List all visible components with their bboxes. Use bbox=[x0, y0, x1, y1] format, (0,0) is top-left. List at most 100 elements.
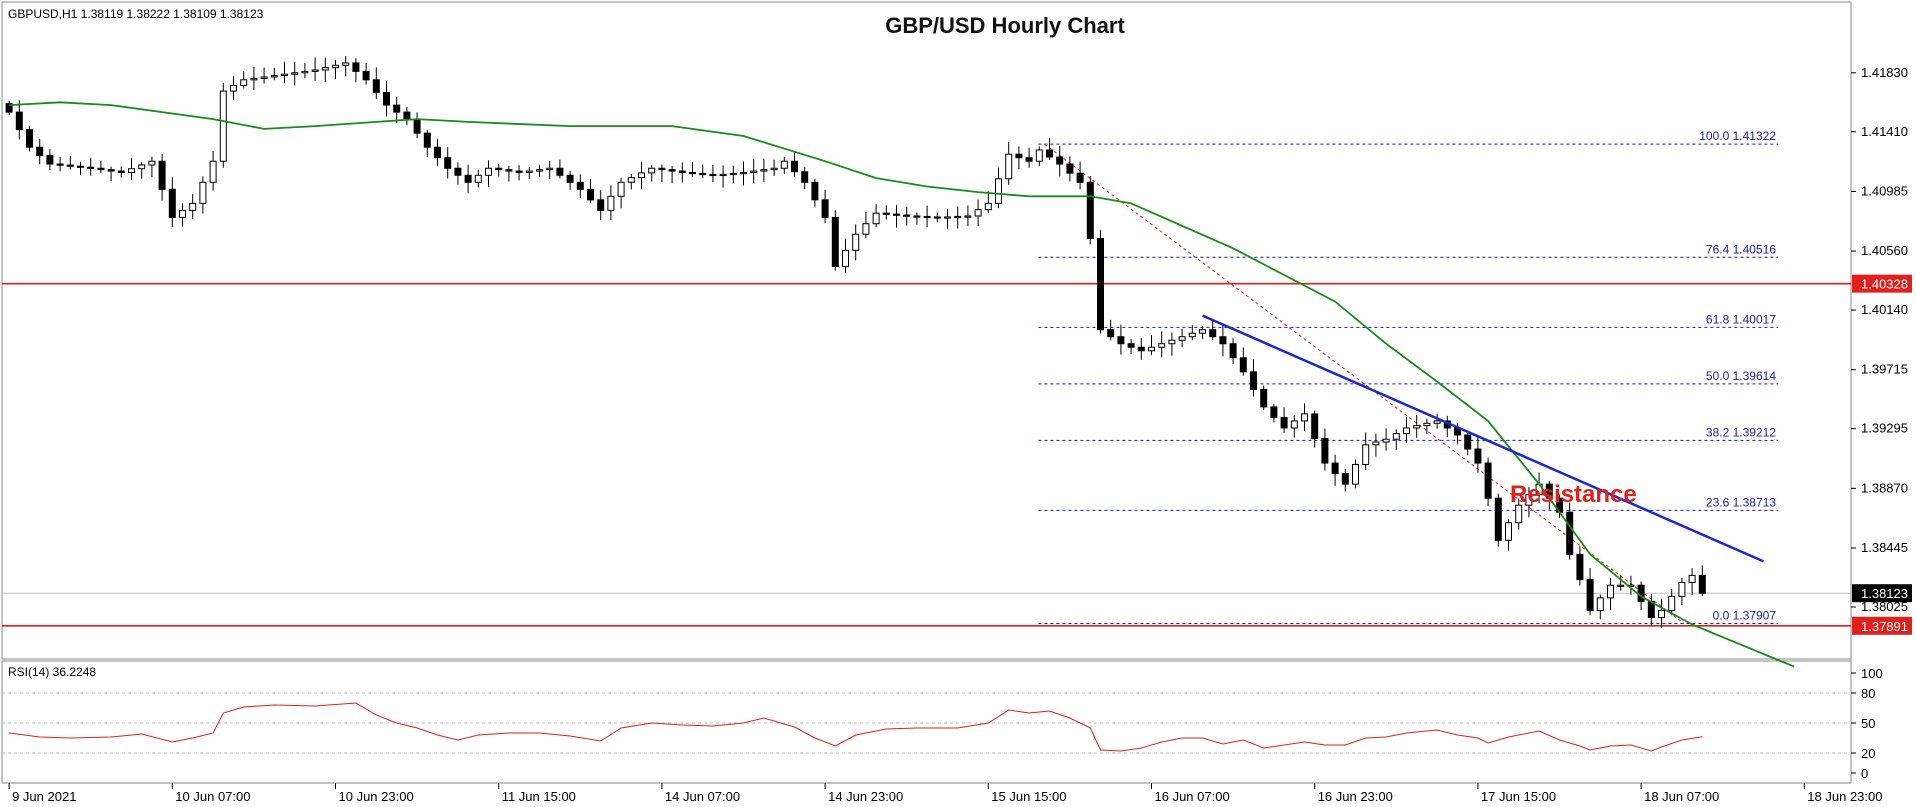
candle-bull bbox=[750, 170, 758, 173]
candle-bull bbox=[1382, 438, 1390, 443]
candle-bull bbox=[1035, 149, 1043, 162]
candle-bear bbox=[1464, 434, 1472, 450]
candle-bull bbox=[1158, 343, 1166, 348]
candle-bull bbox=[1392, 433, 1400, 440]
candle-bull bbox=[332, 64, 339, 69]
candle-bull bbox=[862, 223, 870, 235]
candle-bull bbox=[607, 195, 615, 211]
candle-bear bbox=[668, 169, 676, 172]
candle-bear bbox=[933, 216, 941, 219]
candle-bear bbox=[658, 167, 666, 171]
candle-bear bbox=[1260, 388, 1268, 408]
candle-bear bbox=[362, 70, 370, 81]
candle-bull bbox=[760, 169, 768, 172]
candle-bear bbox=[454, 167, 462, 176]
candle-bull bbox=[780, 160, 788, 169]
price-tick-label: 1.38870 bbox=[1861, 480, 1908, 495]
moving-average-line bbox=[9, 101, 1795, 668]
rsi-tick-label: 0 bbox=[1861, 766, 1868, 781]
candle-bear bbox=[1097, 237, 1104, 331]
candle-bear bbox=[1076, 172, 1084, 183]
candle-bull bbox=[138, 164, 146, 170]
candle-bear bbox=[444, 157, 452, 169]
candle-bear bbox=[587, 188, 594, 201]
candle-bull bbox=[342, 62, 350, 66]
price-tags: 1.40328 1.37891 1.38123 bbox=[1852, 274, 1912, 635]
candle-bear bbox=[87, 166, 95, 169]
candle-bear bbox=[689, 171, 696, 175]
candle-bear bbox=[1494, 497, 1502, 541]
candle-bull bbox=[485, 167, 492, 176]
candle-bull bbox=[1515, 504, 1523, 524]
candle-bear bbox=[372, 79, 380, 93]
candle-bear bbox=[1698, 574, 1706, 594]
candle-bear bbox=[1311, 413, 1319, 440]
candle-bear bbox=[882, 212, 890, 215]
candle-bull bbox=[536, 169, 543, 172]
time-tick-label: 15 Jun 15:00 bbox=[991, 789, 1066, 804]
candle-bear bbox=[1637, 584, 1645, 602]
candle-bear bbox=[413, 118, 421, 134]
rsi-axis-ticks: 100 80 50 20 0 bbox=[1851, 666, 1883, 781]
candle-bull bbox=[1005, 153, 1013, 180]
candle-bear bbox=[1137, 346, 1145, 352]
price-tag-label: 1.40328 bbox=[1861, 277, 1908, 292]
candle-bear bbox=[56, 163, 64, 166]
price-tick-label: 1.40140 bbox=[1861, 302, 1908, 317]
candle-bear bbox=[393, 104, 401, 113]
candle-bear bbox=[1586, 579, 1594, 611]
time-tick-label: 14 Jun 23:00 bbox=[828, 789, 903, 804]
fibonacci-levels: 100.0 1.41322 76.4 1.40516 61.8 1.40017 50.… bbox=[1038, 129, 1778, 625]
candle-bull bbox=[1658, 609, 1665, 618]
candle-bull bbox=[648, 167, 656, 174]
time-tick-label: 16 Jun 07:00 bbox=[1155, 789, 1230, 804]
time-tick-label: 10 Jun 07:00 bbox=[175, 789, 250, 804]
candle-bear bbox=[1046, 149, 1053, 158]
candle-bear bbox=[464, 174, 472, 183]
candle-bull bbox=[954, 215, 962, 219]
rsi-tick-label: 80 bbox=[1861, 686, 1875, 701]
candle-bear bbox=[566, 174, 574, 183]
candle-bull bbox=[719, 173, 727, 177]
price-tick-label: 1.39295 bbox=[1861, 421, 1908, 436]
candle-bull bbox=[1148, 346, 1155, 352]
candle-bear bbox=[36, 146, 44, 157]
candle-bull bbox=[1352, 463, 1359, 485]
price-tick-label: 1.40560 bbox=[1861, 243, 1908, 258]
candle-bull bbox=[1423, 422, 1431, 427]
time-tick-label: 18 Jun 23:00 bbox=[1807, 789, 1882, 804]
candle-bull bbox=[189, 202, 197, 211]
candle-bull bbox=[1505, 522, 1512, 541]
fib-diagonal-line bbox=[1044, 143, 1685, 624]
candle-bull bbox=[1188, 332, 1196, 338]
candle-bear bbox=[678, 170, 686, 173]
candle-bull bbox=[1301, 413, 1308, 422]
candle-bull bbox=[260, 76, 268, 79]
candle-bull bbox=[944, 216, 951, 219]
candle-bear bbox=[15, 111, 23, 131]
candle-bull bbox=[1290, 420, 1298, 429]
candle-bull bbox=[1362, 444, 1370, 465]
candle-bear bbox=[1280, 416, 1288, 429]
candle-bull bbox=[852, 233, 860, 251]
candle-bear bbox=[903, 214, 911, 217]
candle-bear bbox=[556, 167, 564, 176]
candle-bear bbox=[821, 199, 829, 218]
candle-bear bbox=[1566, 511, 1574, 555]
candle-bear bbox=[77, 165, 84, 168]
candle-bear bbox=[168, 188, 176, 218]
candle-bear bbox=[1066, 163, 1074, 174]
candle-bear bbox=[1270, 406, 1278, 418]
candle-bull bbox=[729, 172, 737, 176]
rsi-line bbox=[9, 702, 1703, 752]
candle-bear bbox=[434, 146, 441, 159]
price-tick-label: 1.41830 bbox=[1861, 65, 1908, 80]
candle-bear bbox=[107, 169, 115, 172]
candle-bear bbox=[597, 199, 605, 211]
candle-bear bbox=[1250, 371, 1257, 390]
candle-bear bbox=[495, 167, 503, 171]
resistance-annotation: Resistance bbox=[1510, 481, 1637, 508]
fib-level-label: 50.0 1.39614 bbox=[1706, 369, 1776, 383]
candle-bull bbox=[128, 168, 135, 173]
